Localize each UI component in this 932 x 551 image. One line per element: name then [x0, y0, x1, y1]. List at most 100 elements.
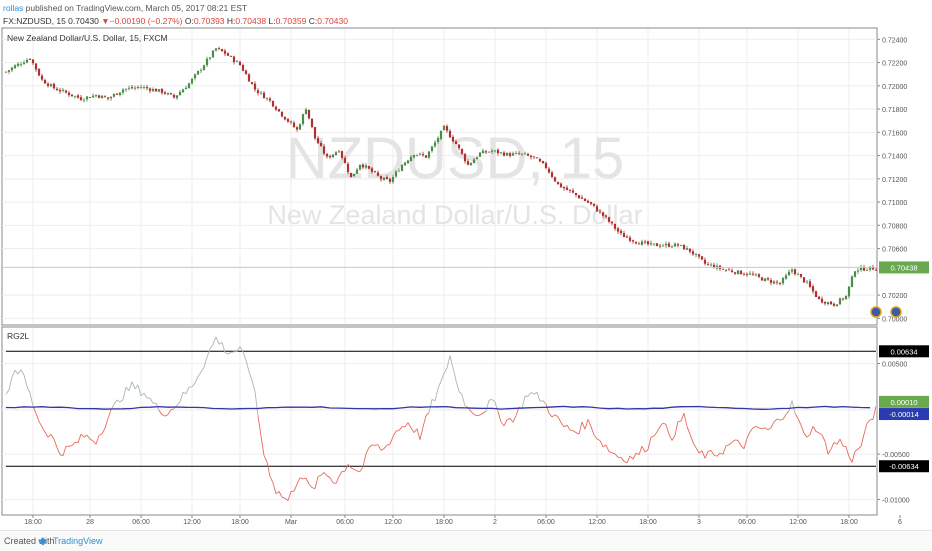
oscillator-segment — [42, 427, 45, 432]
oscillator-segment — [753, 426, 756, 427]
candle-body — [239, 62, 241, 65]
oscillator-segment — [198, 372, 201, 376]
candle-body — [11, 68, 13, 71]
oscillator-segment — [477, 415, 480, 416]
candle-body — [536, 157, 538, 158]
candle-body — [191, 79, 193, 84]
oscillator-segment — [552, 415, 555, 417]
candle-body — [575, 193, 577, 195]
candle-body — [635, 242, 637, 243]
oscillator-segment — [840, 439, 843, 446]
oscillator-segment — [777, 419, 780, 420]
candle-body — [17, 64, 19, 66]
candle-body — [50, 84, 52, 86]
candle-body — [746, 274, 748, 275]
oscillator-segment — [564, 425, 567, 427]
oscillator-segment — [732, 440, 735, 442]
candle-body — [803, 277, 805, 282]
oscillator-segment — [534, 392, 537, 394]
candle-body — [533, 156, 535, 157]
candle-body — [146, 87, 148, 88]
oscillator-segment — [204, 357, 207, 367]
candle-body — [23, 63, 25, 64]
oscillator-segment — [420, 427, 423, 440]
candle-body — [104, 96, 106, 97]
oscillator-segment — [714, 455, 717, 456]
candle-body — [698, 254, 700, 256]
candle-body — [185, 88, 187, 89]
candle-body — [854, 271, 856, 277]
event-icon[interactable] — [891, 307, 901, 317]
candle-body — [650, 243, 652, 244]
candle-body — [278, 109, 280, 111]
oscillator-segment — [750, 428, 753, 432]
candle-body — [164, 92, 166, 94]
candle-body — [56, 89, 58, 91]
candle-body — [101, 96, 103, 99]
candle-body — [662, 246, 664, 247]
oscillator-segment — [303, 478, 306, 479]
oscillator-segment — [426, 413, 429, 416]
event-icon[interactable] — [871, 307, 881, 317]
candle-body — [176, 95, 178, 98]
oscillator-segment — [786, 411, 789, 415]
oscillator-segment — [279, 491, 282, 497]
candle-body — [77, 95, 79, 97]
time-tick-label: 12:00 — [384, 519, 402, 526]
oscillator-value-label: -0.00014 — [889, 410, 919, 419]
candle-body — [350, 173, 352, 177]
candle-body — [683, 245, 685, 250]
candle-body — [194, 74, 196, 78]
oscillator-segment — [684, 413, 687, 426]
oscillator-segment — [366, 447, 369, 453]
candle-body — [188, 83, 190, 88]
candle-body — [38, 69, 40, 76]
oscillator-segment — [642, 446, 645, 452]
oscillator-segment — [873, 406, 876, 419]
time-tick-label: 06:00 — [336, 519, 354, 526]
oscillator-segment — [306, 478, 309, 484]
candle-body — [83, 100, 85, 101]
oscillator-segment — [438, 381, 441, 389]
tradingview-logo-icon[interactable]: ◈ — [39, 536, 47, 547]
candle-body — [707, 264, 709, 265]
candle-body — [629, 237, 631, 240]
candle-body — [737, 270, 739, 274]
candle-body — [203, 65, 205, 70]
candle-body — [851, 277, 853, 287]
oscillator-segment — [282, 497, 285, 498]
candle-body — [26, 60, 28, 63]
oscillator-segment — [723, 446, 726, 455]
oscillator-segment — [15, 370, 18, 374]
candle-body — [602, 212, 604, 215]
candle-body — [263, 93, 265, 98]
candle-body — [791, 270, 793, 272]
oscillator-segment — [93, 441, 96, 444]
oscillator-segment — [162, 414, 165, 416]
candle-body — [641, 241, 643, 244]
candle-body — [296, 127, 298, 129]
oscillator-segment — [78, 434, 81, 443]
oscillator-segment — [825, 441, 828, 454]
candle-body — [506, 153, 508, 156]
candle-body — [134, 88, 136, 89]
time-tick-label: 12:00 — [789, 519, 807, 526]
candle-body — [782, 278, 784, 283]
candle-body — [557, 182, 559, 184]
tradingview-link[interactable]: TradingView — [53, 536, 103, 546]
candle-body — [143, 87, 145, 88]
chart-canvas[interactable]: NZDUSD, 15 New Zealand Dollar/U.S. Dolla… — [0, 0, 932, 530]
candle-body — [524, 154, 526, 155]
candle-body — [488, 152, 490, 153]
candle-body — [260, 93, 262, 94]
candle-body — [236, 61, 238, 62]
oscillator-segment — [627, 456, 630, 463]
oscillator-tick-label: -0.01000 — [882, 497, 910, 504]
price-tick-label: 0.72200 — [882, 61, 907, 68]
candle-body — [728, 270, 730, 271]
last-price-label: 0.70438 — [890, 263, 917, 272]
candle-body — [35, 63, 37, 69]
oscillator-segment — [657, 427, 660, 432]
oscillator-segment — [123, 387, 126, 400]
